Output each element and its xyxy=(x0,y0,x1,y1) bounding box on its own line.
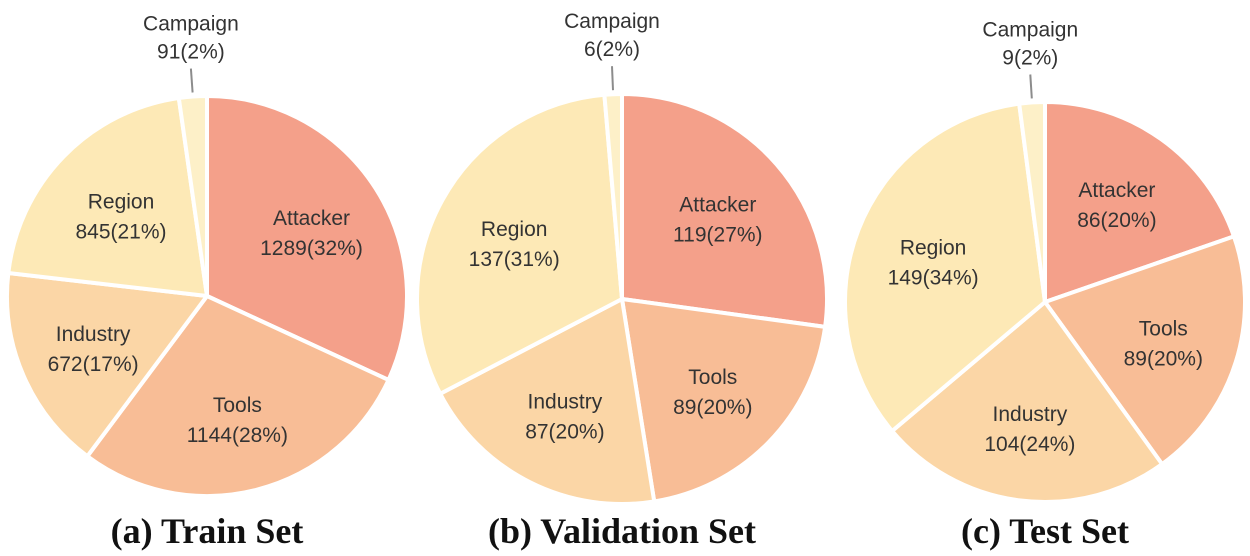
pie-label-value-campaign: 91(2%) xyxy=(157,41,225,64)
pie-label-name-region: Region xyxy=(481,218,548,241)
pie-label-value-industry: 672(17%) xyxy=(48,353,139,376)
pie-label-value-attacker: 86(20%) xyxy=(1077,209,1156,232)
pie-label-value-campaign: 6(2%) xyxy=(584,38,640,61)
pie-label-name-campaign: Campaign xyxy=(564,10,660,33)
pie-label-name-tools: Tools xyxy=(688,366,737,389)
pie-label-name-industry: Industry xyxy=(993,403,1068,426)
pie-slice-industry xyxy=(4,270,209,459)
pie-slice-campaign xyxy=(602,92,624,301)
pie-slice-campaign xyxy=(1017,99,1047,304)
pie-label-value-attacker: 1289(32%) xyxy=(260,237,363,260)
pie-label-value-attacker: 119(27%) xyxy=(673,224,763,247)
pie-label-name-campaign: Campaign xyxy=(982,19,1078,42)
pie-slice-industry xyxy=(438,297,657,506)
pie-label-value-tools: 89(20%) xyxy=(1124,347,1203,370)
pie-label-name-attacker: Attacker xyxy=(1078,179,1155,202)
pie-label-name-attacker: Attacker xyxy=(679,194,756,217)
pie-slice-attacker xyxy=(620,92,829,329)
chart-title-validation: (b) Validation Set xyxy=(488,511,756,551)
pie-label-name-attacker: Attacker xyxy=(273,207,350,230)
pie-slice-region xyxy=(6,96,209,298)
pie-leader-line-campaign xyxy=(611,66,614,91)
pie-chart-train: Attacker 1289(32%) Tools 1144(28%) Industry 6… xyxy=(4,13,409,498)
pie-slice-industry xyxy=(890,300,1165,504)
pie-label-value-region: 149(34%) xyxy=(888,267,979,290)
pie-label-name-industry: Industry xyxy=(56,323,131,346)
pie-label-name-industry: Industry xyxy=(528,391,603,414)
pie-label-value-region: 137(31%) xyxy=(469,248,560,271)
pie-slice-tools xyxy=(1043,234,1247,467)
pie-label-name-campaign: Campaign xyxy=(143,13,239,36)
pie-label-value-tools: 89(20%) xyxy=(673,396,752,419)
pie-leader-line-campaign xyxy=(189,68,194,93)
pie-slice-region xyxy=(415,92,624,396)
pie-slice-tools xyxy=(85,294,391,498)
pie-label-value-tools: 1144(28%) xyxy=(187,424,288,447)
pie-label-name-tools: Tools xyxy=(1139,317,1188,340)
pie-label-value-industry: 104(24%) xyxy=(984,433,1075,456)
chart-title-train: (a) Train Set xyxy=(111,511,304,551)
pie-label-name-region: Region xyxy=(88,190,155,213)
chart-title-test: (c) Test Set xyxy=(961,511,1129,551)
pie-chart-validation: Attacker 119(27%) Tools 89(20%) Industry 87(2… xyxy=(415,10,829,506)
pie-label-name-tools: Tools xyxy=(213,394,262,417)
pie-slice-attacker xyxy=(205,94,409,382)
pie-slice-region xyxy=(842,101,1047,433)
pie-leader-line-campaign xyxy=(1029,74,1033,99)
pie-label-value-region: 845(21%) xyxy=(75,220,166,243)
pie-slice-campaign xyxy=(176,94,209,298)
pie-label-value-industry: 87(20%) xyxy=(525,421,604,444)
pie-label-name-region: Region xyxy=(900,237,967,260)
pie-slice-tools xyxy=(620,297,828,504)
pie-chart-test: Attacker 86(20%) Tools 89(20%) Industry 104(2… xyxy=(842,19,1247,504)
pie-label-value-campaign: 9(2%) xyxy=(1002,47,1058,70)
